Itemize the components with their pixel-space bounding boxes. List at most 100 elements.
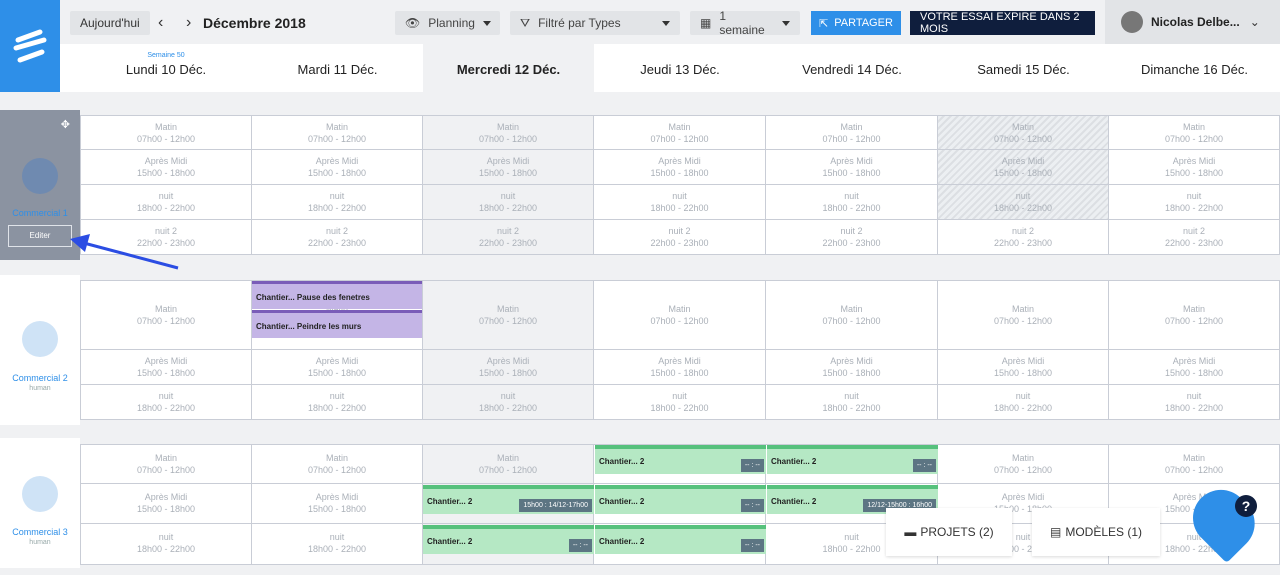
slot-cell[interactable]: nuit 18h00 - 22h00	[423, 185, 594, 220]
slot-time: 15h00 - 18h00	[1164, 168, 1224, 178]
slot-cell[interactable]: Après Midi 15h00 - 18h00	[766, 350, 938, 385]
slot-label: nuit	[1186, 532, 1202, 542]
slot-cell[interactable]: Matin 07h00 - 12h00	[80, 444, 252, 484]
slot-cell[interactable]: nuit 18h00 - 22h00	[766, 185, 938, 220]
next-week-icon[interactable]: ›	[186, 14, 192, 31]
slot-cell[interactable]: nuit 18h00 - 22h00	[252, 385, 423, 420]
slot-cell[interactable]: nuit 2 22h00 - 23h00	[938, 220, 1109, 255]
projects-button[interactable]: ▬ PROJETS (2)	[886, 508, 1012, 556]
view-dropdown[interactable]: 👁 Planning	[395, 11, 500, 35]
slot-cell[interactable]: Matin 07h00 - 12h00	[766, 280, 938, 350]
slot-cell[interactable]: Matin 07h00 - 12h00	[252, 444, 423, 484]
slot-cell[interactable]: Matin 07h00 - 12h00	[1109, 444, 1280, 484]
day-mon: Semaine 50 Lundi 10 Déc.	[80, 44, 252, 92]
slot-cell[interactable]: nuit 2 22h00 - 23h00	[1109, 220, 1280, 255]
slot-time: 18h00 - 22h00	[993, 544, 1053, 554]
slot-cell[interactable]: nuit 18h00 - 22h00	[252, 185, 423, 220]
slot-label: Matin	[496, 453, 519, 463]
slot-cell[interactable]: nuit 18h00 - 22h00	[1109, 385, 1280, 420]
move-icon[interactable]: ✥	[60, 119, 70, 131]
slot-label: Après Midi	[1172, 492, 1216, 502]
slot-cell[interactable]: nuit 2 22h00 - 23h00	[252, 220, 423, 255]
slot-cell[interactable]: Après Midi 15h00 - 18h00	[80, 150, 252, 185]
current-month: Décembre 2018	[203, 15, 306, 31]
slot-cell[interactable]: nuit 18h00 - 22h00	[594, 185, 766, 220]
share-button[interactable]: ⇱ PARTAGER	[811, 11, 901, 35]
slot-cell[interactable]: Après Midi 15h00 - 18h00	[938, 150, 1109, 185]
slot-cell[interactable]: Après Midi 15h00 - 18h00	[423, 150, 594, 185]
slot-cell[interactable]: Après Midi 15h00 - 18h00	[594, 350, 766, 385]
slot-cell[interactable]: Après Midi 15h00 - 18h00	[1109, 150, 1280, 185]
slot-label: Après Midi	[1001, 356, 1045, 366]
event-card[interactable]: Chantier... Pause des fenetres	[252, 281, 422, 309]
slot-cell[interactable]: Après Midi 15h00 - 18h00	[594, 150, 766, 185]
slot-cell[interactable]: nuit 18h00 - 22h00	[594, 385, 766, 420]
slot-cell[interactable]: Matin 07h00 - 12h00	[423, 115, 594, 150]
trial-button[interactable]: VOTRE ESSAI EXPIRE DANS 2 MOIS	[910, 11, 1095, 35]
slot-cell[interactable]: Matin 07h00 - 12h00	[938, 115, 1109, 150]
slot-cell[interactable]: nuit 18h00 - 22h00	[938, 185, 1109, 220]
slot-cell[interactable]: Matin 07h00 - 12h00	[252, 115, 423, 150]
slot-cell[interactable]: nuit 2 22h00 - 23h00	[766, 220, 938, 255]
slot-cell[interactable]: Matin 07h00 - 12h00	[938, 280, 1109, 350]
slot-cell[interactable]: Après Midi 15h00 - 18h00	[80, 350, 252, 385]
slot-cell[interactable]: Après Midi 15h00 - 18h00	[80, 484, 252, 524]
slot-cell[interactable]: Matin 07h00 - 12h00	[594, 280, 766, 350]
event-card[interactable]: Chantier... 2 -- : --	[767, 445, 938, 474]
slot-cell[interactable]: Matin 07h00 - 12h00	[423, 280, 594, 350]
slot-label: Matin	[325, 453, 348, 463]
slot-cell[interactable]: Matin 07h00 - 12h00	[80, 280, 252, 350]
slot-cell[interactable]: Après Midi 15h00 - 18h00	[766, 150, 938, 185]
slot-cell[interactable]: Matin 07h00 - 12h00	[423, 444, 594, 484]
prev-week-icon[interactable]: ‹	[158, 14, 164, 31]
slot-cell[interactable]: nuit 2 22h00 - 23h00	[423, 220, 594, 255]
app-logo[interactable]	[0, 0, 60, 92]
slot-cell[interactable]: Après Midi 15h00 - 18h00	[423, 350, 594, 385]
slot-time: 18h00 - 22h00	[478, 403, 538, 413]
event-card[interactable]: Chantier... 2 -- : --	[595, 525, 766, 554]
edit-button[interactable]: Editer	[8, 225, 72, 247]
slot-cell[interactable]: Matin 07h00 - 12h00	[1109, 115, 1280, 150]
slot-cell[interactable]: Matin 07h00 - 12h00	[938, 444, 1109, 484]
slot-cell[interactable]: Après Midi 15h00 - 18h00	[252, 150, 423, 185]
slot-time: 15h00 - 18h00	[307, 504, 367, 514]
day-tue: Mardi 11 Déc.	[297, 62, 378, 77]
slot-cell[interactable]: nuit 18h00 - 22h00	[938, 385, 1109, 420]
slot-label: Matin	[668, 122, 691, 132]
event-card[interactable]: Chantier... 2 -- : --	[423, 525, 594, 554]
filter-dropdown[interactable]: ⛛ Filtré par Types	[510, 11, 680, 35]
slot-cell[interactable]: nuit 18h00 - 22h00	[80, 385, 252, 420]
slot-cell[interactable]: Après Midi 15h00 - 18h00	[938, 350, 1109, 385]
slot-cell[interactable]: Après Midi 15h00 - 18h00	[1109, 350, 1280, 385]
slot-label: nuit	[844, 532, 859, 542]
event-card[interactable]: Chantier... 2 -- : --	[595, 445, 766, 474]
models-button[interactable]: ▤ MODÈLES (1)	[1032, 508, 1160, 556]
person-card-1[interactable]: ✥ Commercial 1 Editer	[0, 110, 80, 260]
range-dropdown[interactable]: ▦ 1 semaine	[690, 9, 800, 37]
slot-cell[interactable]: nuit 18h00 - 22h00	[1109, 185, 1280, 220]
slot-cell[interactable]: nuit 18h00 - 22h00	[766, 385, 938, 420]
slot-cell[interactable]: nuit 18h00 - 22h00	[80, 524, 252, 565]
today-button[interactable]: Aujourd'hui	[70, 11, 150, 35]
slot-time: 18h00 - 22h00	[307, 544, 367, 554]
person-card-3[interactable]: Commercial 3 human	[0, 438, 80, 568]
user-menu[interactable]: Nicolas Delbe... ⌄	[1105, 0, 1280, 44]
person-card-2[interactable]: Commercial 2 human	[0, 275, 80, 425]
help-icon[interactable]: ?	[1235, 495, 1257, 517]
event-card[interactable]: Chantier... 2 -- : --	[595, 485, 766, 514]
slot-cell[interactable]: Matin 07h00 - 12h00	[594, 115, 766, 150]
slot-time: 18h00 - 22h00	[136, 544, 196, 554]
slot-cell[interactable]: Matin 07h00 - 12h00	[1109, 280, 1280, 350]
slot-cell[interactable]: nuit 18h00 - 22h00	[252, 524, 423, 565]
slot-label: nuit	[329, 532, 345, 542]
event-card[interactable]: Chantier... 2 15h00 : 14/12-17h00	[423, 485, 594, 514]
slot-cell[interactable]: Matin 07h00 - 12h00	[766, 115, 938, 150]
slot-cell[interactable]: Matin 07h00 - 12h00	[80, 115, 252, 150]
event-card[interactable]: Chantier... Peindre les murs	[252, 310, 422, 338]
slot-cell[interactable]: nuit 18h00 - 22h00	[80, 185, 252, 220]
slot-cell[interactable]: nuit 2 22h00 - 23h00	[594, 220, 766, 255]
slot-time: 07h00 - 12h00	[136, 316, 196, 326]
slot-cell[interactable]: Après Midi 15h00 - 18h00	[252, 484, 423, 524]
slot-cell[interactable]: nuit 18h00 - 22h00	[423, 385, 594, 420]
slot-cell[interactable]: Après Midi 15h00 - 18h00	[252, 350, 423, 385]
